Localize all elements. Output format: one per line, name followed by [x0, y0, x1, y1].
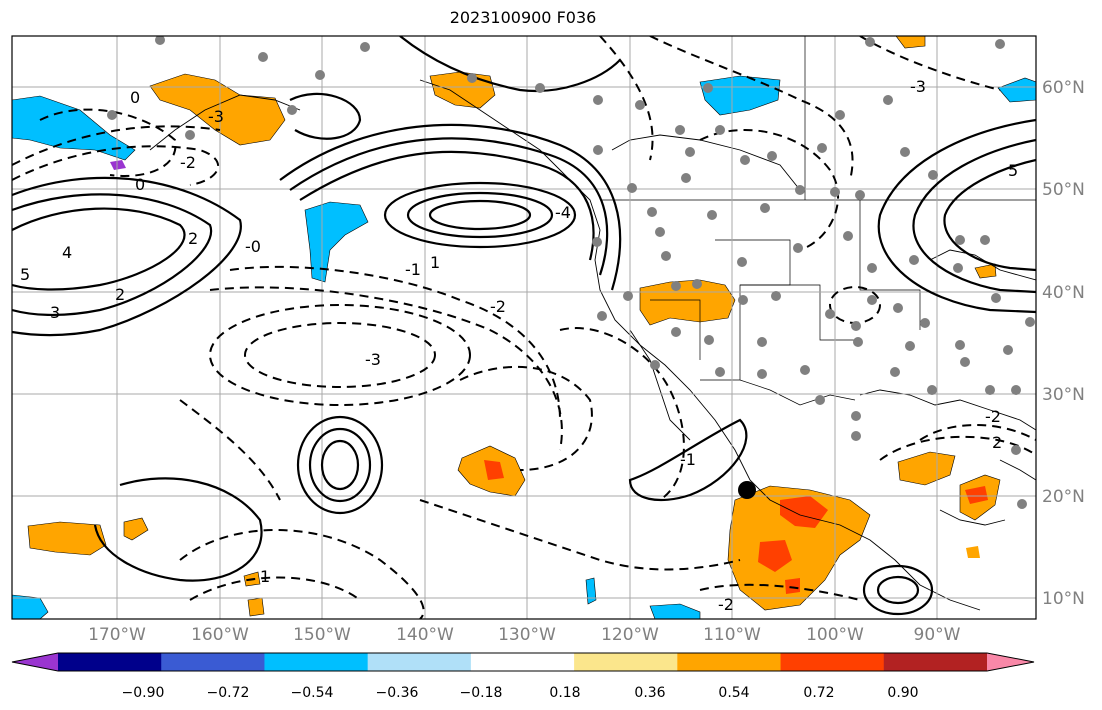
- negative-region: [997, 77, 1036, 103]
- contour-label: -4: [555, 203, 571, 222]
- contour-label-group: 0 -2 -3 4 5 3 2 -1 1 -2 -3 -0 0 2 -4 5 -…: [20, 77, 1018, 614]
- contour-label: -0: [245, 237, 261, 256]
- dashed-contours: [12, 36, 1036, 619]
- lon-label: 150°W: [293, 625, 351, 645]
- lon-label: 160°W: [191, 625, 249, 645]
- lat-label: 60°N: [1042, 78, 1085, 98]
- negative-region: [304, 201, 369, 283]
- contour-label: -1: [680, 450, 696, 469]
- colorbar-extend-left: [12, 653, 58, 671]
- colorbar-segment: [367, 653, 472, 671]
- lat-label: 30°N: [1042, 385, 1085, 405]
- contour-label: -2: [718, 595, 734, 614]
- lon-label: 120°W: [601, 625, 659, 645]
- negative-region: [585, 577, 597, 605]
- lon-label: 140°W: [396, 625, 454, 645]
- solid-contours: [12, 36, 1036, 616]
- station-dots: [107, 36, 1035, 509]
- contour-label: 0: [130, 88, 140, 107]
- positive-region: [149, 73, 286, 146]
- colorbar-tick-label: −0.18: [460, 685, 503, 701]
- positive-region: [247, 597, 265, 617]
- highlight-point: [738, 481, 756, 499]
- colorbar-tick-label: −0.72: [207, 685, 250, 701]
- contour-label: -2: [490, 297, 506, 316]
- positive-region: [639, 279, 736, 326]
- lat-label: 40°N: [1042, 283, 1085, 303]
- colorbar-segment: [58, 653, 162, 671]
- contour-label: -3: [208, 107, 224, 126]
- strong-positive-region: [780, 496, 828, 528]
- strong-positive-region: [758, 540, 792, 572]
- contour-label: 5: [20, 265, 30, 284]
- colorbar-tick-label: −0.54: [291, 685, 334, 701]
- colorbar-tick-label: 0.54: [718, 685, 749, 701]
- country-borders: [600, 36, 1036, 406]
- strong-positive-region: [484, 460, 504, 480]
- colorbar-tick-label: 0.90: [887, 685, 918, 701]
- colorbar-tick-label: −0.36: [376, 685, 419, 701]
- contour-label: -2: [180, 153, 196, 172]
- colorbar-segment: [264, 653, 369, 671]
- negative-region: [649, 603, 701, 619]
- contour-label: -3: [910, 77, 926, 96]
- positive-region: [966, 546, 980, 558]
- colorbar-segment: [677, 653, 782, 671]
- contour-label: 5: [1008, 161, 1018, 180]
- colorbar-ticks: −0.90 −0.72 −0.54 −0.36 −0.18 0.18 0.36 …: [122, 685, 919, 701]
- lon-label: 90°W: [914, 625, 961, 645]
- colorbar-segment: [780, 653, 885, 671]
- contour-label: 3: [50, 303, 60, 322]
- colorbar: [11, 652, 1035, 672]
- latitude-labels: 60°N 50°N 40°N 30°N 20°N 10°N: [1042, 78, 1085, 609]
- positive-region: [123, 517, 149, 541]
- positive-region: [974, 263, 997, 279]
- positive-region: [895, 36, 926, 49]
- contour-label: 1: [430, 253, 440, 272]
- map-title: 2023100900 F036: [449, 8, 597, 27]
- contour-label: 1: [260, 567, 270, 586]
- map-area: [12, 36, 1036, 619]
- contour-label: -3: [365, 350, 381, 369]
- map-frame: [11, 35, 1037, 620]
- contour-label: -1: [405, 260, 421, 279]
- contour-label: 2: [115, 285, 125, 304]
- colorbar-segment: [161, 653, 265, 671]
- contour-label: 2: [188, 229, 198, 248]
- contour-label: 2: [992, 433, 1002, 452]
- colorbar-tick-label: −0.90: [122, 685, 165, 701]
- lat-label: 50°N: [1042, 180, 1085, 200]
- colorbar-segment: [574, 653, 678, 671]
- negative-region: [110, 160, 126, 170]
- longitude-labels: 170°W 160°W 150°W 140°W 130°W 120°W 110°…: [88, 625, 961, 645]
- positive-region: [27, 521, 107, 556]
- lon-label: 170°W: [88, 625, 146, 645]
- lon-label: 130°W: [498, 625, 556, 645]
- negative-region: [699, 75, 781, 116]
- colorbar-segment: [470, 653, 575, 671]
- positive-region: [897, 451, 956, 486]
- strong-positive-region: [965, 486, 988, 504]
- negative-region: [12, 95, 136, 161]
- lat-label: 10°N: [1042, 589, 1085, 609]
- strong-positive-region: [785, 578, 800, 594]
- colorbar-tick-label: 0.72: [803, 685, 834, 701]
- colorbar-tick-label: 0.18: [549, 685, 580, 701]
- contour-label: -2: [985, 407, 1001, 426]
- contour-label: 4: [62, 243, 72, 262]
- colorbar-outline: [11, 652, 1035, 672]
- lon-label: 110°W: [703, 625, 761, 645]
- shaded-fields: [12, 36, 1036, 619]
- colorbar-tick-label: 0.36: [634, 685, 665, 701]
- colorbar-extend-right: [987, 653, 1034, 671]
- lat-label: 20°N: [1042, 487, 1085, 507]
- lon-label: 100°W: [806, 625, 864, 645]
- contour-label: 0: [135, 175, 145, 194]
- colorbar-segment: [883, 653, 988, 671]
